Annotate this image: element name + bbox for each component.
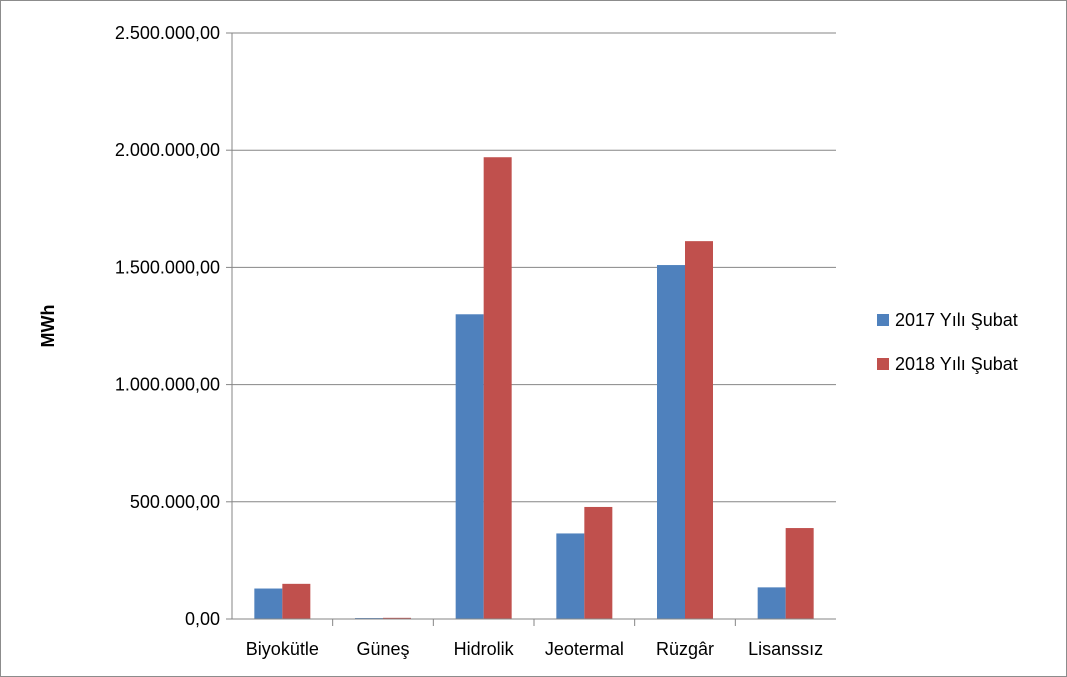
y-tick-label: 1.000.000,00 [115,375,220,395]
bar-series-2 [483,157,512,619]
legend-label: 2017 Yılı Şubat [895,310,1018,330]
x-tick-labels: Biyokütle Güneş Hidrolik Jeotermal Rüzgâr Lis… [246,619,823,659]
y-tick-label: 2.500.000,00 [115,23,220,43]
y-tick-labels: 0,00 500.000,00 1.000.000,00 1.500.000,00 2.… [115,23,232,629]
bar-series-1 [556,533,585,619]
legend-swatch [877,358,889,370]
bars [254,157,814,619]
x-tick-label: Güneş [356,639,409,659]
y-tick-label: 2.000.000,00 [115,140,220,160]
bar-series-1 [455,314,484,619]
gridlines [232,32,836,503]
bar-series-1 [254,588,283,619]
x-tick-label: Biyokütle [246,639,319,659]
y-axis-title: MWh [38,305,58,348]
legend-swatch [877,314,889,326]
x-tick-label: Hidrolik [454,639,515,659]
bar-series-2 [685,241,713,619]
legend: 2017 Yılı Şubat 2018 Yılı Şubat [877,310,1018,374]
legend-label: 2018 Yılı Şubat [895,354,1018,374]
y-tick-label: 0,00 [185,609,220,629]
bar-series-2 [785,528,814,619]
x-tick-label: Lisanssız [748,639,823,659]
bar-series-1 [757,587,786,619]
bar-series-1 [657,265,685,619]
bar-series-2 [383,617,411,619]
y-tick-label: 500.000,00 [130,492,220,512]
y-tick-label: 1.500.000,00 [115,257,220,277]
axes [231,33,836,620]
bar-series-2 [584,506,613,619]
x-tick-label: Jeotermal [545,639,624,659]
bar-series-2 [282,583,311,619]
x-tick-label: Rüzgâr [656,639,714,659]
